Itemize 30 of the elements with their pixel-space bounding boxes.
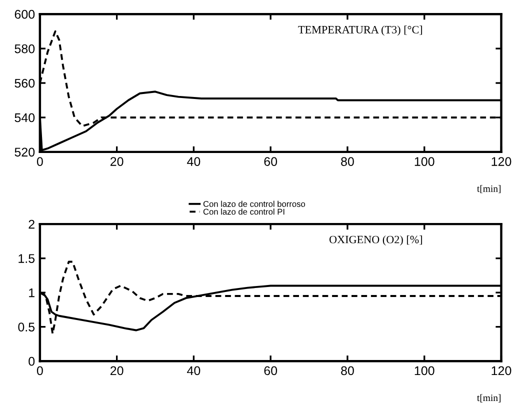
y-tick-label: 520 bbox=[14, 148, 35, 157]
x-tick-label: 0 bbox=[36, 366, 43, 376]
x-tick-label: 40 bbox=[187, 157, 200, 166]
x-tick-label: 120 bbox=[492, 366, 512, 376]
x-tick-label: 80 bbox=[341, 366, 354, 376]
y-tick-label: 580 bbox=[14, 44, 35, 54]
y-tick-label: 0 bbox=[28, 356, 35, 366]
y-tick-label: 2 bbox=[28, 220, 34, 229]
x-tick-label: 100 bbox=[414, 366, 434, 376]
x-tick-label: 120 bbox=[492, 157, 512, 166]
y-tick-label: 1.5 bbox=[18, 254, 35, 263]
y-tick-label: 0.5 bbox=[18, 322, 35, 332]
x-tick-label: 20 bbox=[110, 157, 124, 166]
x-tick-label: 100 bbox=[414, 157, 434, 166]
x-tick-label: 60 bbox=[264, 157, 278, 166]
annotation: TEMPERATURA (T3) [°C] bbox=[298, 26, 422, 36]
x-tick-label: 80 bbox=[341, 157, 354, 166]
y-tick-label: 600 bbox=[14, 10, 35, 19]
legend-label: Con lazo de control PI bbox=[203, 208, 284, 215]
y-tick-label: 560 bbox=[14, 78, 35, 88]
annotation: OXIGENO (O2) [%] bbox=[329, 235, 422, 246]
x-axis-title: t[min] bbox=[477, 394, 501, 402]
x-tick-label: 40 bbox=[187, 366, 200, 376]
legend-label: Con lazo de control borroso bbox=[203, 200, 306, 207]
x-tick-label: 60 bbox=[264, 366, 278, 376]
x-axis-title: t[min] bbox=[477, 185, 501, 194]
y-tick-label: 1 bbox=[29, 288, 34, 298]
y-tick-label: 540 bbox=[14, 113, 35, 122]
x-tick-label: 0 bbox=[36, 157, 43, 166]
x-tick-label: 20 bbox=[110, 366, 124, 376]
